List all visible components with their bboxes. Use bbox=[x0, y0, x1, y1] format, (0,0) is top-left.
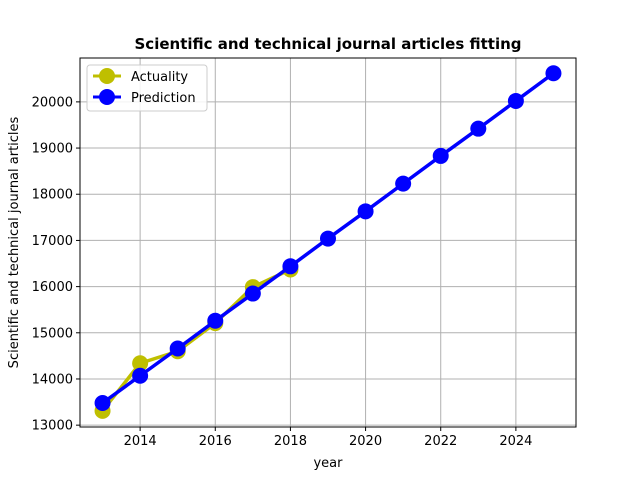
x-tick-label: 2014 bbox=[124, 434, 157, 449]
y-tick-label: 17000 bbox=[32, 234, 73, 249]
legend-marker-prediction bbox=[99, 89, 115, 105]
data-point-prediction bbox=[244, 285, 261, 302]
plot-frame bbox=[79, 57, 577, 428]
data-point-prediction bbox=[545, 65, 562, 82]
legend-marker-actuality bbox=[99, 68, 115, 84]
x-tick-label: 2022 bbox=[424, 434, 457, 449]
axis-ticks: 2014 2016 2018 2020 2022 2024 13000 14000 15000 1… bbox=[32, 95, 533, 449]
y-tick-label: 15000 bbox=[32, 326, 73, 341]
legend-label-prediction: Prediction bbox=[131, 91, 196, 106]
series-prediction bbox=[94, 65, 562, 411]
y-tick-label: 19000 bbox=[32, 142, 73, 157]
data-point-prediction bbox=[282, 258, 299, 275]
y-tick-label: 18000 bbox=[32, 188, 73, 203]
y-tick-label: 14000 bbox=[32, 372, 73, 387]
data-point-prediction bbox=[470, 120, 487, 137]
data-point-prediction bbox=[320, 230, 336, 247]
data-point-prediction bbox=[169, 340, 186, 357]
data-point-prediction bbox=[507, 92, 524, 109]
data-point-prediction bbox=[432, 147, 449, 164]
y-tick-label: 20000 bbox=[32, 95, 73, 110]
y-tick-label: 13000 bbox=[32, 419, 73, 434]
series-layer bbox=[94, 65, 562, 419]
x-tick-label: 2020 bbox=[349, 434, 382, 449]
legend: Actuality Prediction bbox=[86, 64, 208, 112]
data-point-actuality bbox=[132, 355, 149, 372]
x-tick-label: 2018 bbox=[274, 434, 307, 449]
data-point-prediction bbox=[207, 312, 224, 329]
data-point-prediction bbox=[357, 203, 374, 220]
data-point-prediction bbox=[395, 175, 412, 192]
data-point-prediction bbox=[132, 367, 149, 384]
y-axis-label: Scientific and technical journal article… bbox=[7, 116, 22, 368]
data-point-prediction bbox=[94, 394, 111, 411]
x-tick-label: 2016 bbox=[199, 434, 232, 449]
x-axis-label: year bbox=[313, 456, 343, 471]
legend-label-actuality: Actuality bbox=[131, 70, 188, 85]
y-tick-label: 16000 bbox=[32, 280, 73, 295]
chart-title: Scientific and technical journal article… bbox=[135, 35, 522, 53]
x-tick-label: 2024 bbox=[499, 434, 532, 449]
